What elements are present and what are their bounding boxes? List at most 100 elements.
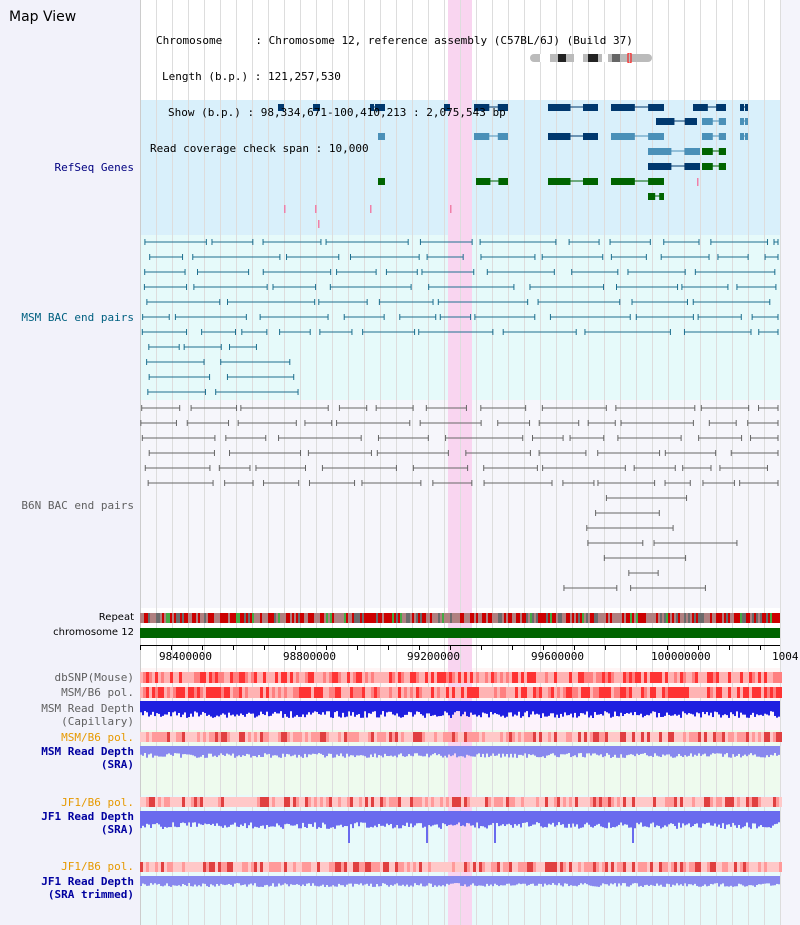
read-depth-bin — [406, 746, 408, 757]
read-depth-bin — [440, 876, 442, 887]
read-depth-bin — [418, 876, 420, 886]
polymorphism-bin — [149, 862, 152, 872]
read-depth-bin — [556, 746, 558, 757]
polymorphism-bin — [497, 862, 500, 872]
read-depth-bin — [188, 701, 190, 718]
polymorphism-bin — [752, 732, 755, 742]
polymorphism-bin — [659, 797, 662, 807]
read-depth-bin — [586, 876, 588, 885]
polymorphism-bin — [653, 797, 656, 807]
refseq-exon — [740, 104, 744, 111]
polymorphism-bin — [548, 862, 551, 872]
polymorphism-bin — [365, 687, 368, 698]
read-depth-bin — [764, 701, 766, 714]
read-depth-bin — [636, 811, 638, 823]
read-depth-bin — [182, 811, 184, 823]
read-depth-bin — [162, 701, 164, 716]
refseq-exon — [718, 148, 726, 155]
refseq-exon — [611, 133, 635, 140]
repeat-element — [196, 613, 198, 623]
polymorphism-bin — [701, 797, 704, 807]
polymorphism-bin — [212, 797, 215, 807]
read-depth-bin — [158, 811, 160, 825]
read-depth-bin — [172, 701, 174, 713]
read-depth-bin — [304, 746, 306, 754]
read-depth-bin — [200, 746, 202, 757]
polymorphism-bin — [674, 862, 677, 872]
repeat-element — [232, 613, 234, 623]
read-depth-bin — [550, 811, 552, 825]
read-depth-bin — [652, 876, 654, 886]
read-depth-bin — [754, 811, 756, 824]
repeat-element — [542, 613, 544, 623]
read-depth-bin — [624, 876, 626, 884]
read-depth-bin — [274, 811, 276, 827]
read-depth-bin — [212, 701, 214, 718]
repeat-element — [144, 613, 146, 623]
polymorphism-bin — [779, 687, 782, 698]
read-depth-bin — [446, 746, 448, 758]
read-depth-bin — [606, 701, 608, 713]
read-depth-bin — [692, 746, 694, 757]
read-depth-bin — [290, 746, 292, 757]
read-depth-bin — [752, 701, 754, 713]
polymorphism-bin — [281, 797, 284, 807]
read-depth-bin — [482, 746, 484, 754]
polymorphism-bin — [395, 797, 398, 807]
polymorphism-bin — [284, 672, 287, 683]
read-depth-bin — [142, 876, 144, 884]
read-depth-bin — [202, 746, 204, 756]
polymorphism-bin — [221, 732, 224, 742]
read-depth-bin — [286, 811, 288, 824]
read-depth-bin — [384, 701, 386, 717]
repeat-element — [482, 613, 484, 623]
polymorphism-bin — [590, 672, 593, 683]
polymorphism-bin — [608, 672, 611, 683]
polymorphism-bin — [530, 862, 533, 872]
read-depth-bin — [538, 701, 540, 715]
read-depth-bin — [508, 701, 510, 713]
refseq-marker — [284, 205, 286, 213]
read-depth-bin — [394, 701, 396, 716]
polymorphism-bin — [170, 672, 173, 683]
read-depth-bin — [752, 876, 754, 886]
repeat-element — [162, 613, 164, 623]
repeat-element — [276, 613, 278, 623]
polymorphism-bin — [602, 797, 605, 807]
read-depth-bin — [360, 746, 362, 756]
polymorphism-bin — [287, 672, 290, 683]
polymorphism-bin — [158, 687, 161, 698]
read-depth-bin — [754, 701, 756, 717]
polymorphism-bin — [257, 672, 260, 683]
polymorphism-bin — [218, 732, 221, 742]
read-depth-bin — [482, 811, 484, 827]
read-depth-bin — [428, 811, 430, 826]
polymorphism-bin — [602, 862, 605, 872]
read-depth-bin — [572, 701, 574, 718]
polymorphism-bin — [686, 672, 689, 683]
repeat-element — [664, 613, 666, 623]
polymorphism-bin — [539, 862, 542, 872]
repeat-element — [630, 613, 632, 623]
polymorphism-bin — [776, 687, 779, 698]
vertical-scrollbar[interactable] — [780, 0, 800, 925]
read-depth-bin — [674, 876, 676, 886]
polymorphism-bin — [497, 797, 500, 807]
repeat-element — [394, 613, 396, 623]
read-depth-bin — [558, 746, 560, 758]
read-depth-bin — [258, 701, 260, 716]
chromosome-ideogram[interactable] — [530, 53, 652, 63]
read-depth-bin — [734, 746, 736, 757]
polymorphism-bin — [248, 687, 251, 698]
repeat-element — [464, 613, 466, 623]
read-depth-bin — [726, 811, 728, 825]
read-depth-bin — [484, 811, 486, 828]
repeat-element — [714, 613, 716, 623]
axis-tick: 98800000 — [283, 650, 336, 663]
repeat-element — [522, 613, 524, 623]
polymorphism-bin — [722, 732, 725, 742]
read-depth-bin — [430, 701, 432, 717]
read-depth-bin — [560, 876, 562, 886]
repeat-element — [372, 613, 374, 623]
